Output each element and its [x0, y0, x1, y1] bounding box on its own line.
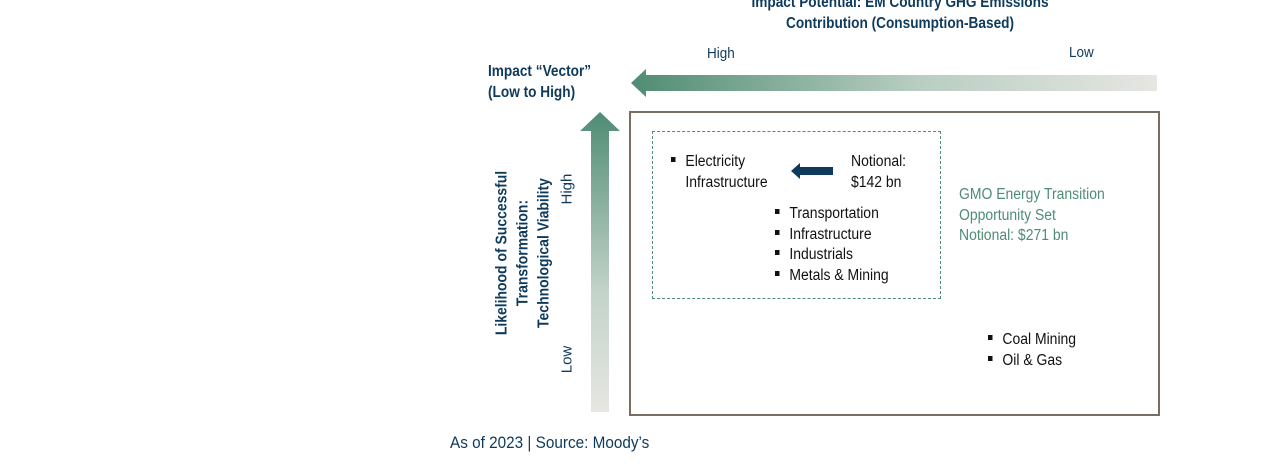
horizontal-impact-arrow [631, 69, 1157, 97]
bullet-icon [988, 355, 993, 361]
y-axis-low-label: Low [558, 345, 576, 374]
y-axis-title: Likelihood of Successful Transformation:… [492, 127, 555, 379]
list-item-label: Infrastructure [789, 225, 872, 243]
infrastructure-label: Infrastructure [685, 173, 768, 191]
y-axis-high-label: High [558, 173, 576, 205]
impact-vector-line-2: (Low to High) [488, 84, 576, 101]
list-item: Metals & Mining [775, 266, 889, 287]
list-item: Coal Mining [988, 330, 1076, 351]
y-axis-title-line-2: Technological Viability [535, 178, 553, 328]
vertical-likelihood-arrow [580, 112, 620, 412]
opportunity-set-label: GMO Energy Transition Opportunity Set No… [959, 185, 1105, 247]
impact-vector-label: Impact “Vector” (Low to High) [488, 61, 591, 103]
opportunity-set-line-1: GMO Energy Transition [959, 186, 1105, 203]
notional-142-line-1: Notional: [851, 153, 907, 170]
opportunity-set-line-3: Notional: $271 bn [959, 227, 1069, 244]
bullet-icon [775, 229, 780, 235]
left-arrow-icon [791, 163, 833, 179]
bullet-icon [775, 270, 780, 276]
list-item: Industrials [775, 245, 889, 266]
electricity-infrastructure-item: Electricity Infrastructure [671, 152, 768, 193]
diagram-title: Impact Potential: EM Country GHG Emissio… [724, 0, 1076, 34]
notional-142-line-2: $142 bn [851, 173, 902, 191]
list-item-label: Oil & Gas [1002, 351, 1063, 369]
title-line-2: Contribution (Consumption-Based) [785, 15, 1015, 32]
bullet-icon [671, 157, 676, 163]
opportunity-set-line-2: Opportunity Set [959, 206, 1056, 224]
list-item: Oil & Gas [988, 351, 1076, 372]
notional-142-label: Notional: $142 bn [851, 152, 906, 193]
opportunity-set-box [629, 111, 1160, 416]
list-item-label: Metals & Mining [789, 266, 889, 284]
x-axis-high-label: High [707, 45, 735, 62]
inner-sector-list: Transportation Infrastructure Industrial… [775, 204, 889, 286]
notional-142-box [652, 131, 941, 299]
source-note: As of 2023 | Source: Moody’s [450, 433, 650, 452]
list-item-label: Industrials [789, 246, 853, 263]
bullet-icon [775, 209, 780, 215]
impact-vector-line-1: Impact “Vector” [488, 63, 592, 80]
list-item-label: Coal Mining [1002, 331, 1077, 348]
title-line-1: Impact Potential: EM Country GHG Emissio… [751, 0, 1049, 11]
list-item-label: Transportation [789, 205, 879, 222]
electricity-label: Electricity [685, 153, 746, 170]
list-item: Infrastructure [775, 225, 889, 246]
x-axis-low-label: Low [1069, 44, 1094, 61]
bullet-icon [775, 250, 780, 256]
y-axis-title-line-1: Likelihood of Successful Transformation: [493, 170, 532, 336]
outer-sector-list: Coal Mining Oil & Gas [988, 330, 1076, 371]
bullet-icon [988, 335, 993, 341]
list-item: Transportation [775, 204, 889, 225]
